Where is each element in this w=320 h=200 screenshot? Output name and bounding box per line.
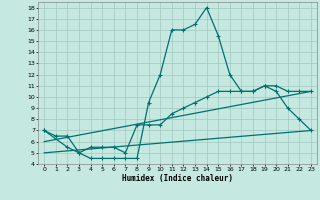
X-axis label: Humidex (Indice chaleur): Humidex (Indice chaleur) xyxy=(122,174,233,183)
